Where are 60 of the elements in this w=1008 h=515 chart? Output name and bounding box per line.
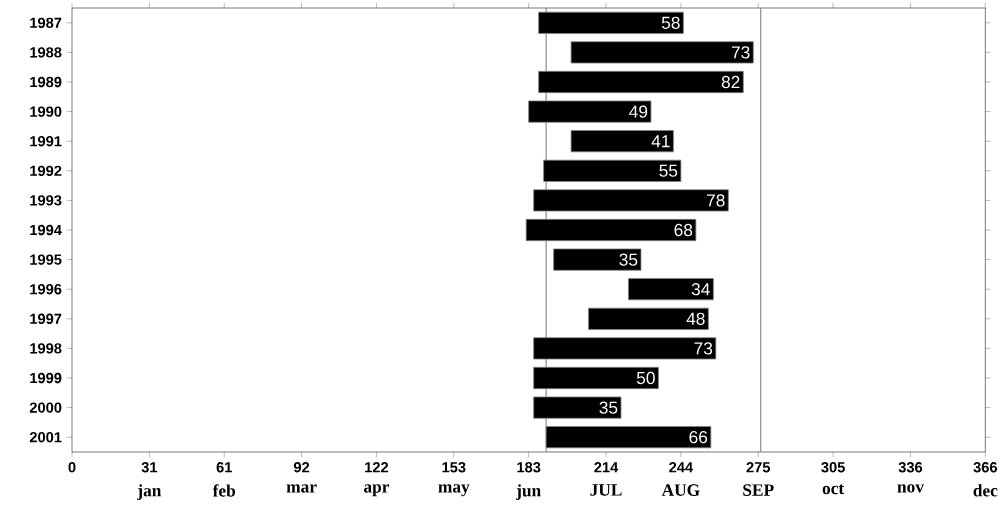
y-tick-label: 1996 <box>30 284 62 295</box>
x-tick-label: 61 <box>216 462 232 473</box>
text: AUG <box>661 484 700 497</box>
y-tick-label: 1993 <box>30 195 62 206</box>
y-tick-label: 1991 <box>30 136 62 147</box>
y-tick-label: 1989 <box>30 77 62 88</box>
data-label: 78 <box>706 194 725 207</box>
text: SEP <box>743 484 774 497</box>
data-label: 50 <box>636 372 655 385</box>
text: mar <box>286 484 317 493</box>
bar <box>553 248 642 271</box>
x-tick-label: 305 <box>821 462 845 473</box>
y-tick-label: 1997 <box>30 313 62 325</box>
data-label: 55 <box>659 164 678 178</box>
y-tick-label: 1990 <box>30 106 62 117</box>
text: oct <box>822 484 845 495</box>
data-label: 66 <box>689 431 708 444</box>
data-label: 34 <box>691 283 710 296</box>
y-tick-label: 2001 <box>29 432 62 443</box>
data-label: 73 <box>694 342 713 355</box>
x-tick-label: 0 <box>68 462 76 473</box>
y-tick-label: 1988 <box>30 47 62 58</box>
x-tick-label: 153 <box>442 462 466 473</box>
data-label: 73 <box>731 46 750 59</box>
data-label: 48 <box>686 312 705 326</box>
x-tick-label: 183 <box>517 462 541 473</box>
x-tick-label: 336 <box>898 462 923 473</box>
text: jun <box>516 484 541 501</box>
data-label: 68 <box>674 224 693 237</box>
text: jan <box>137 484 162 501</box>
text: JUL <box>590 484 622 496</box>
x-tick-label: 122 <box>365 462 389 473</box>
bar <box>628 278 714 301</box>
bar <box>570 130 674 153</box>
x-tick-label: 92 <box>293 462 310 473</box>
x-tick-label: 31 <box>141 462 158 473</box>
y-tick-label: 1992 <box>30 165 62 177</box>
y-tick-label: 1994 <box>30 225 62 236</box>
text: dec <box>973 484 998 497</box>
data-label: 82 <box>721 76 740 89</box>
text: feb <box>212 484 236 497</box>
data-label: 35 <box>619 253 638 266</box>
y-tick-label: 1995 <box>30 254 62 265</box>
bar <box>588 307 709 331</box>
data-label: 58 <box>661 16 680 30</box>
x-tick-label: 275 <box>746 462 771 473</box>
y-tick-label: 1999 <box>30 372 62 384</box>
text: apr <box>364 484 390 497</box>
data-label: 41 <box>651 135 670 148</box>
y-tick-label: 1987 <box>30 17 62 29</box>
x-tick-label: 214 <box>594 462 619 473</box>
x-tick-label: 244 <box>669 462 694 473</box>
y-tick-label: 1998 <box>30 343 62 354</box>
bar <box>570 41 754 64</box>
data-label: 35 <box>599 401 618 414</box>
text: nov <box>897 484 924 493</box>
text: may <box>438 484 470 497</box>
x-tick-label: 366 <box>973 462 998 473</box>
y-tick-label: 2000 <box>29 402 62 413</box>
data-label: 49 <box>629 105 648 118</box>
